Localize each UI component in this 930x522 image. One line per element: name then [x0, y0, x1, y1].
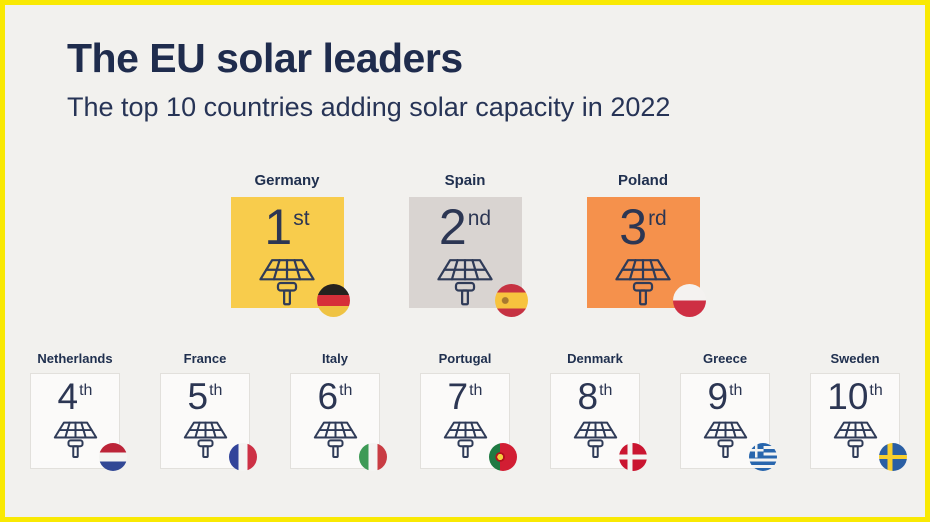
country-name-label: Spain	[444, 172, 486, 189]
solar-panel-icon	[699, 420, 752, 460]
rank-number: 1	[264, 199, 293, 255]
page-title: The EU solar leaders	[67, 35, 463, 81]
flag-greece-icon	[749, 443, 777, 471]
rank-number: 7	[447, 376, 469, 417]
flag-netherlands-icon	[99, 443, 127, 471]
rank-suffix: th	[79, 382, 93, 399]
solar-panel-icon	[439, 420, 492, 460]
solar-panel-icon	[829, 420, 882, 460]
rank-suffix: th	[469, 382, 483, 399]
country-name-label: Italy	[321, 351, 348, 366]
solar-panel-icon	[179, 420, 232, 460]
flag-spain-icon	[494, 284, 528, 317]
flag-sweden-icon	[879, 443, 907, 471]
rank-suffix: th	[339, 382, 353, 399]
solar-panel-icon	[309, 420, 362, 460]
rank-suffix: th	[209, 382, 223, 399]
page-subtitle: The top 10 countries adding solar capaci…	[67, 92, 671, 122]
solar-panel-icon	[49, 420, 102, 460]
flag-italy-icon	[359, 443, 387, 471]
solar-panel-icon	[569, 420, 622, 460]
rank-number: 6	[317, 376, 339, 417]
flag-germany-icon	[316, 284, 350, 317]
flag-france-icon	[229, 443, 257, 471]
flag-poland-icon	[672, 284, 706, 317]
rank-number: 2	[438, 199, 467, 255]
rank-number: 10	[827, 376, 869, 417]
solar-panel-icon	[253, 257, 321, 308]
rank-suffix: st	[293, 207, 310, 230]
solar-panel-icon	[609, 257, 677, 308]
flag-denmark-icon	[619, 443, 647, 471]
rank-suffix: nd	[467, 207, 492, 230]
rank-suffix: th	[599, 382, 613, 399]
rank-suffix: th	[729, 382, 743, 399]
rank-suffix: th	[869, 382, 883, 399]
solar-panel-icon	[431, 257, 499, 308]
country-name-label: France	[183, 351, 227, 366]
rank-number: 9	[707, 376, 729, 417]
country-name-label: Sweden	[830, 351, 880, 366]
rank-number: 5	[187, 376, 209, 417]
country-name-label: Denmark	[567, 351, 623, 366]
rank-number: 3	[619, 199, 648, 255]
rank-number: 4	[57, 376, 79, 417]
country-name-label: Portugal	[438, 351, 492, 366]
rank-number: 8	[577, 376, 599, 417]
rank-suffix: rd	[648, 207, 667, 230]
country-name-label: Netherlands	[37, 351, 113, 366]
flag-portugal-icon	[489, 443, 517, 471]
country-name-label: Greece	[702, 351, 748, 366]
country-name-label: Germany	[254, 172, 320, 189]
country-name-label: Poland	[617, 172, 668, 189]
